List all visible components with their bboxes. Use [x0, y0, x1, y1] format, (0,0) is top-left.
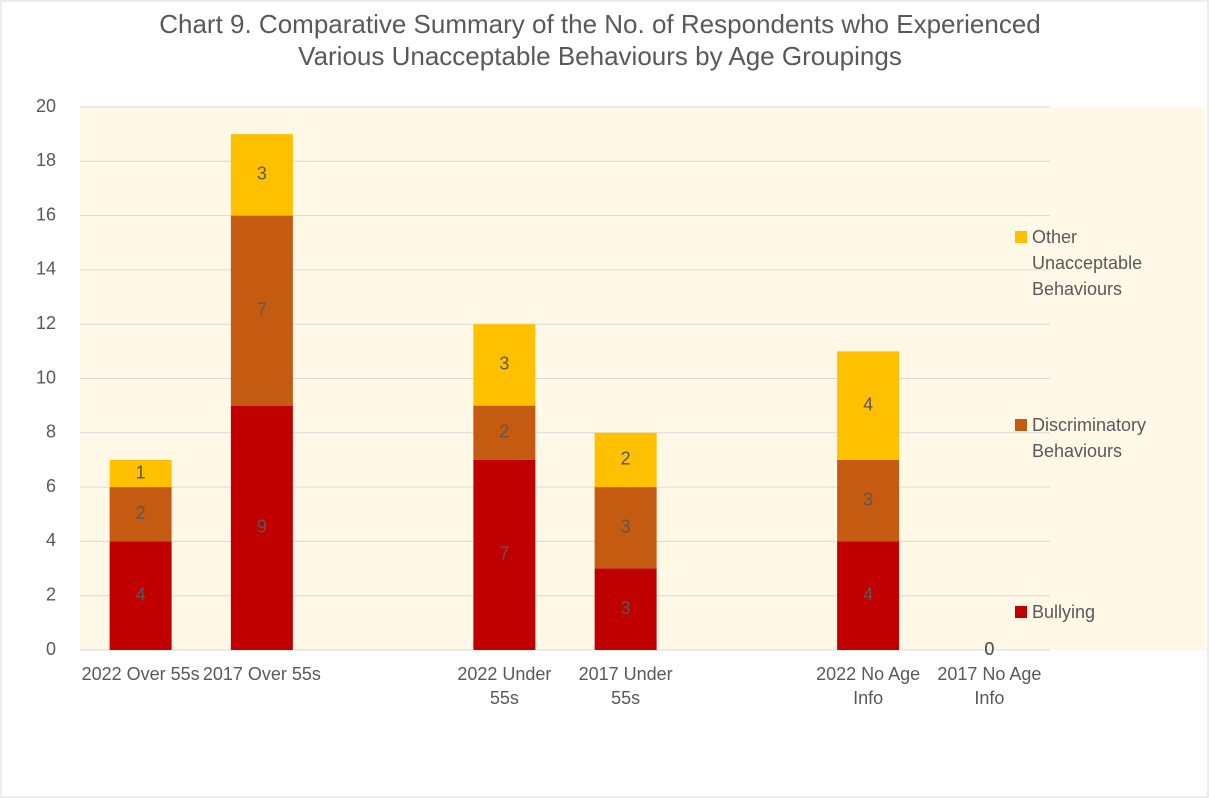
y-tick-label: 10	[36, 367, 56, 387]
legend-label: Discriminatory Behaviours	[1032, 415, 1147, 461]
data-label: 3	[863, 489, 873, 509]
data-label: 2	[621, 449, 631, 469]
bar-segment	[230, 134, 293, 216]
bar-segment	[109, 487, 172, 542]
y-tick-label: 16	[36, 204, 56, 224]
data-label: 3	[257, 164, 267, 184]
y-tick-label: 6	[46, 476, 56, 496]
y-tick-label: 18	[36, 150, 56, 170]
bar-segment	[594, 487, 657, 569]
legend-swatch	[1015, 419, 1027, 431]
legend-label: Bullying	[1032, 602, 1096, 622]
data-label: 4	[136, 584, 146, 604]
bar-segment	[837, 351, 900, 460]
bar-segment	[473, 324, 536, 406]
bar-segment	[594, 568, 657, 650]
legend-label: Other Unacceptable Behaviours	[1032, 227, 1143, 299]
y-tick-label: 14	[36, 259, 56, 279]
data-label: 3	[499, 354, 509, 374]
x-tick-label: 2022 No Age Info	[816, 664, 921, 708]
y-tick-label: 4	[46, 530, 56, 550]
x-tick-label: 2022 Under 55s	[457, 664, 552, 708]
y-tick-label: 8	[46, 422, 56, 442]
bar-segment	[230, 215, 293, 406]
data-label: 3	[621, 598, 631, 618]
data-label: 1	[136, 462, 146, 482]
bar-segment	[109, 459, 172, 488]
legend-swatch	[1015, 231, 1027, 243]
data-label: 3	[621, 517, 631, 537]
bar-segment	[837, 459, 900, 542]
data-label: 2	[136, 503, 146, 523]
y-tick-label: 20	[36, 96, 56, 116]
data-label: 0	[984, 639, 994, 659]
x-tick-label: 2017 Under 55s	[578, 664, 673, 708]
bar-segment	[473, 459, 536, 650]
bar-segment	[473, 405, 536, 460]
x-tick-label: 2022 Over 55s	[81, 664, 200, 684]
data-label: 4	[863, 584, 873, 604]
x-tick-label: 2017 No Age Info	[937, 664, 1042, 708]
x-tick-label: 2017 Over 55s	[202, 664, 321, 684]
bar-segment	[109, 541, 172, 650]
data-label: 7	[499, 544, 509, 564]
bar-segment	[230, 405, 293, 650]
y-tick-label: 12	[36, 313, 56, 333]
bar-segment	[594, 432, 657, 488]
data-label: 9	[257, 517, 267, 537]
y-tick-label: 0	[46, 639, 56, 659]
legend-swatch	[1015, 606, 1027, 618]
y-tick-label: 2	[46, 584, 56, 604]
chart-title: Chart 9. Comparative Summary of the No. …	[159, 9, 1041, 71]
data-label: 2	[499, 422, 509, 442]
data-label: 4	[863, 394, 873, 414]
data-label: 7	[257, 299, 267, 319]
data-label: 0	[984, 639, 994, 659]
data-label: 0	[984, 639, 994, 659]
bar-segment	[837, 541, 900, 650]
